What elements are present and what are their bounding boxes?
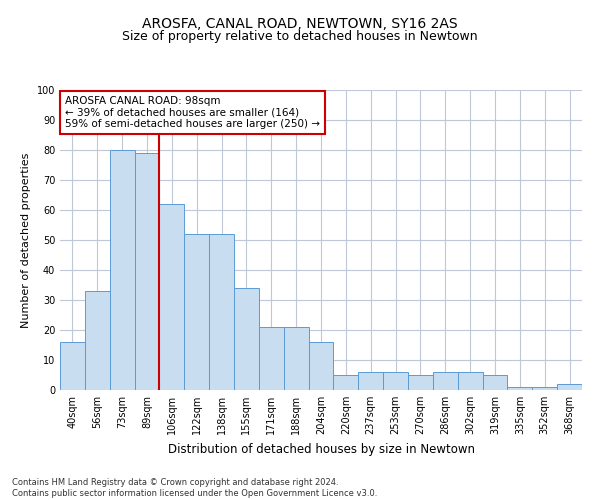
Text: AROSFA CANAL ROAD: 98sqm
← 39% of detached houses are smaller (164)
59% of semi-: AROSFA CANAL ROAD: 98sqm ← 39% of detach… — [65, 96, 320, 129]
Bar — [209, 234, 234, 390]
Bar — [284, 327, 308, 390]
Bar — [458, 372, 482, 390]
Bar — [308, 342, 334, 390]
Bar — [259, 327, 284, 390]
Bar — [532, 387, 557, 390]
Bar — [383, 372, 408, 390]
Text: Size of property relative to detached houses in Newtown: Size of property relative to detached ho… — [122, 30, 478, 43]
Text: AROSFA, CANAL ROAD, NEWTOWN, SY16 2AS: AROSFA, CANAL ROAD, NEWTOWN, SY16 2AS — [142, 18, 458, 32]
Bar — [508, 387, 532, 390]
Bar — [358, 372, 383, 390]
X-axis label: Distribution of detached houses by size in Newtown: Distribution of detached houses by size … — [167, 442, 475, 456]
Bar — [60, 342, 85, 390]
Bar — [160, 204, 184, 390]
Bar — [433, 372, 458, 390]
Bar — [334, 375, 358, 390]
Y-axis label: Number of detached properties: Number of detached properties — [21, 152, 31, 328]
Bar — [184, 234, 209, 390]
Bar — [134, 153, 160, 390]
Bar — [234, 288, 259, 390]
Text: Contains HM Land Registry data © Crown copyright and database right 2024.
Contai: Contains HM Land Registry data © Crown c… — [12, 478, 377, 498]
Bar — [408, 375, 433, 390]
Bar — [482, 375, 508, 390]
Bar — [557, 384, 582, 390]
Bar — [85, 291, 110, 390]
Bar — [110, 150, 134, 390]
